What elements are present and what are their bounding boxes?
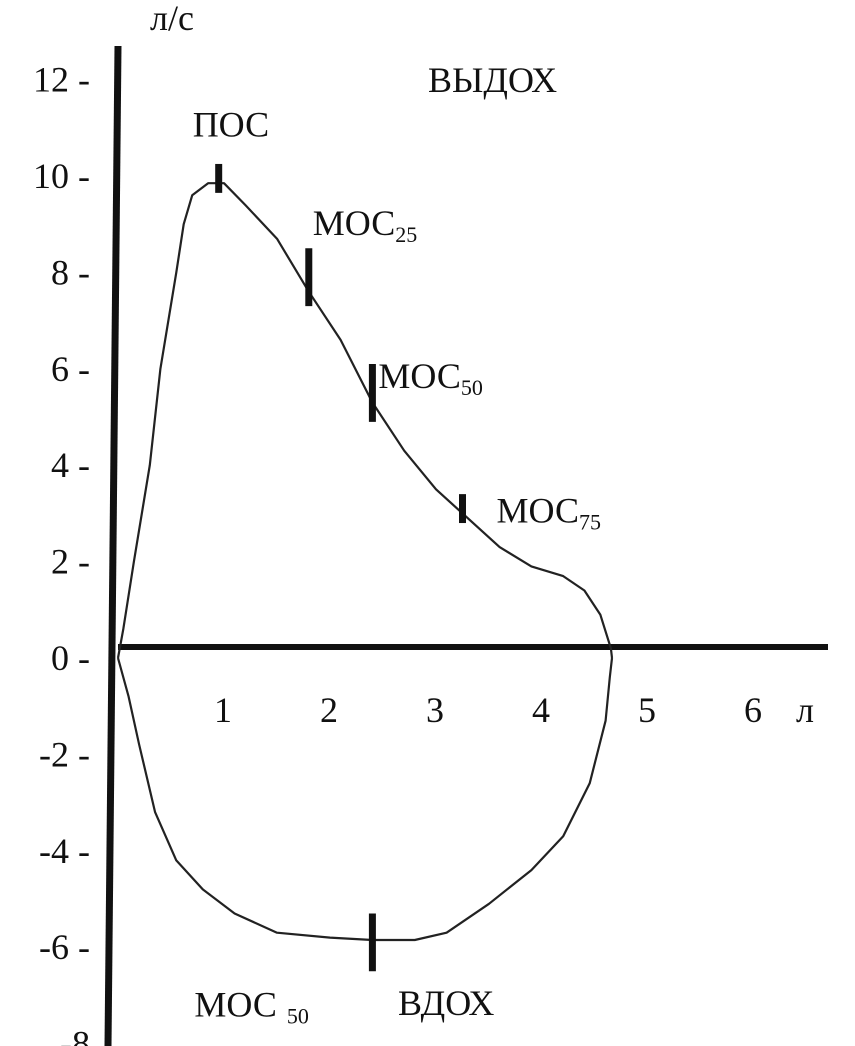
- y-tick-label: 12 -: [33, 60, 90, 100]
- expiration-curve: [116, 182, 614, 659]
- marker-label: МОС75: [497, 491, 601, 535]
- x-axis-ticks: 1 2 3 4 5 6: [214, 690, 762, 730]
- marker-subscript: 25: [395, 222, 417, 247]
- y-tick-label: 8 -: [51, 252, 90, 292]
- marker-subscript: 50: [287, 1003, 309, 1028]
- marker-subscript: 50: [461, 375, 483, 400]
- x-tick-label: 5: [638, 690, 656, 730]
- y-tick-label: -4 -: [39, 831, 90, 871]
- x-tick-label: 2: [320, 690, 338, 730]
- y-axis-ticks: 12 - 10 - 8 - 6 - 4 - 2 - 0 - -2 - -4 - -6 - -8: [33, 60, 90, 1046]
- marker-label: ПОС: [193, 104, 269, 144]
- y-tick-label: 4 -: [51, 445, 90, 485]
- y-tick-label: 2 -: [51, 542, 90, 582]
- y-tick-label: -8: [60, 1024, 90, 1046]
- x-tick-label: 3: [426, 690, 444, 730]
- y-axis-unit: л/с: [150, 0, 194, 38]
- inspiration-label: ВДОХ: [398, 983, 494, 1023]
- marker-subscript: 75: [579, 510, 601, 535]
- y-tick-label: 10 -: [33, 156, 90, 196]
- x-tick-label: 1: [214, 690, 232, 730]
- x-axis-unit: л: [796, 690, 814, 730]
- x-tick-label: 6: [744, 690, 762, 730]
- marker-label: МОС50: [378, 356, 482, 400]
- x-tick-label: 4: [532, 690, 550, 730]
- marker-label: МОС25: [313, 203, 417, 247]
- markers: ПОС МОС25 МОС50 МОС75 МОС 50: [193, 104, 601, 1028]
- y-tick-label: 0 -: [51, 638, 90, 678]
- axes: [104, 45, 828, 1046]
- y-axis-line: [104, 45, 122, 1046]
- y-tick-label: -2 -: [39, 734, 90, 774]
- curves: [116, 182, 614, 942]
- y-tick-label: 6 -: [51, 349, 90, 389]
- expiration-label: ВЫДОХ: [428, 60, 557, 100]
- y-tick-label: -6 -: [39, 927, 90, 967]
